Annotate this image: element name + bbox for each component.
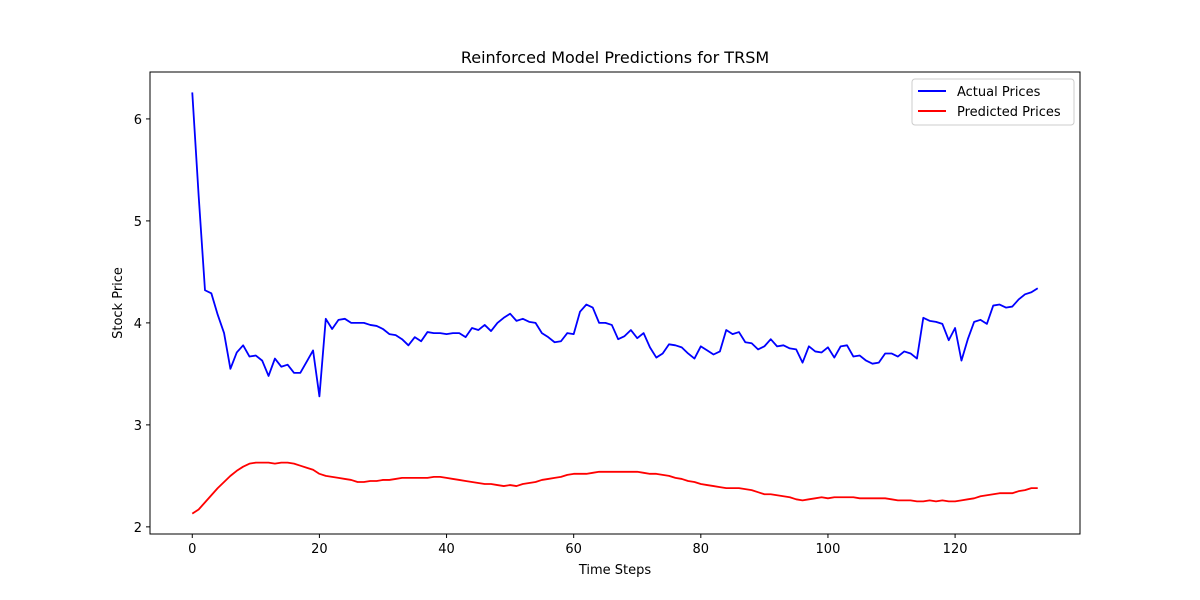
x-tick-label: 40 bbox=[438, 542, 455, 557]
x-axis-label: Time Steps bbox=[578, 563, 652, 578]
y-axis-ticks: 2 3 4 5 6 bbox=[134, 113, 150, 536]
series-lines bbox=[191, 92, 1039, 515]
plot-frame bbox=[149, 71, 1081, 535]
x-tick-label: 20 bbox=[311, 542, 328, 557]
legend: Actual Prices Predicted Prices bbox=[911, 78, 1075, 126]
x-tick-label: 80 bbox=[693, 542, 710, 557]
y-tick-label: 2 bbox=[134, 521, 142, 536]
legend-label: Predicted Prices bbox=[957, 105, 1061, 120]
series-line-1 bbox=[191, 461, 1038, 515]
x-tick-label: 60 bbox=[565, 542, 582, 557]
y-tick-label: 6 bbox=[134, 113, 142, 128]
y-tick-label: 3 bbox=[134, 419, 142, 434]
chart-title: Reinforced Model Predictions for TRSM bbox=[461, 48, 769, 67]
x-axis-ticks: 0 20 40 60 80 100 120 bbox=[188, 534, 968, 557]
x-tick-label: 120 bbox=[943, 542, 968, 557]
x-tick-label: 0 bbox=[188, 542, 196, 557]
legend-box bbox=[911, 78, 1075, 126]
series-line-0 bbox=[191, 92, 1039, 398]
y-tick-label: 4 bbox=[134, 317, 142, 332]
y-axis-label: Stock Price bbox=[111, 267, 126, 339]
legend-label: Actual Prices bbox=[957, 85, 1041, 100]
x-tick-label: 100 bbox=[816, 542, 841, 557]
y-tick-label: 5 bbox=[134, 215, 142, 230]
